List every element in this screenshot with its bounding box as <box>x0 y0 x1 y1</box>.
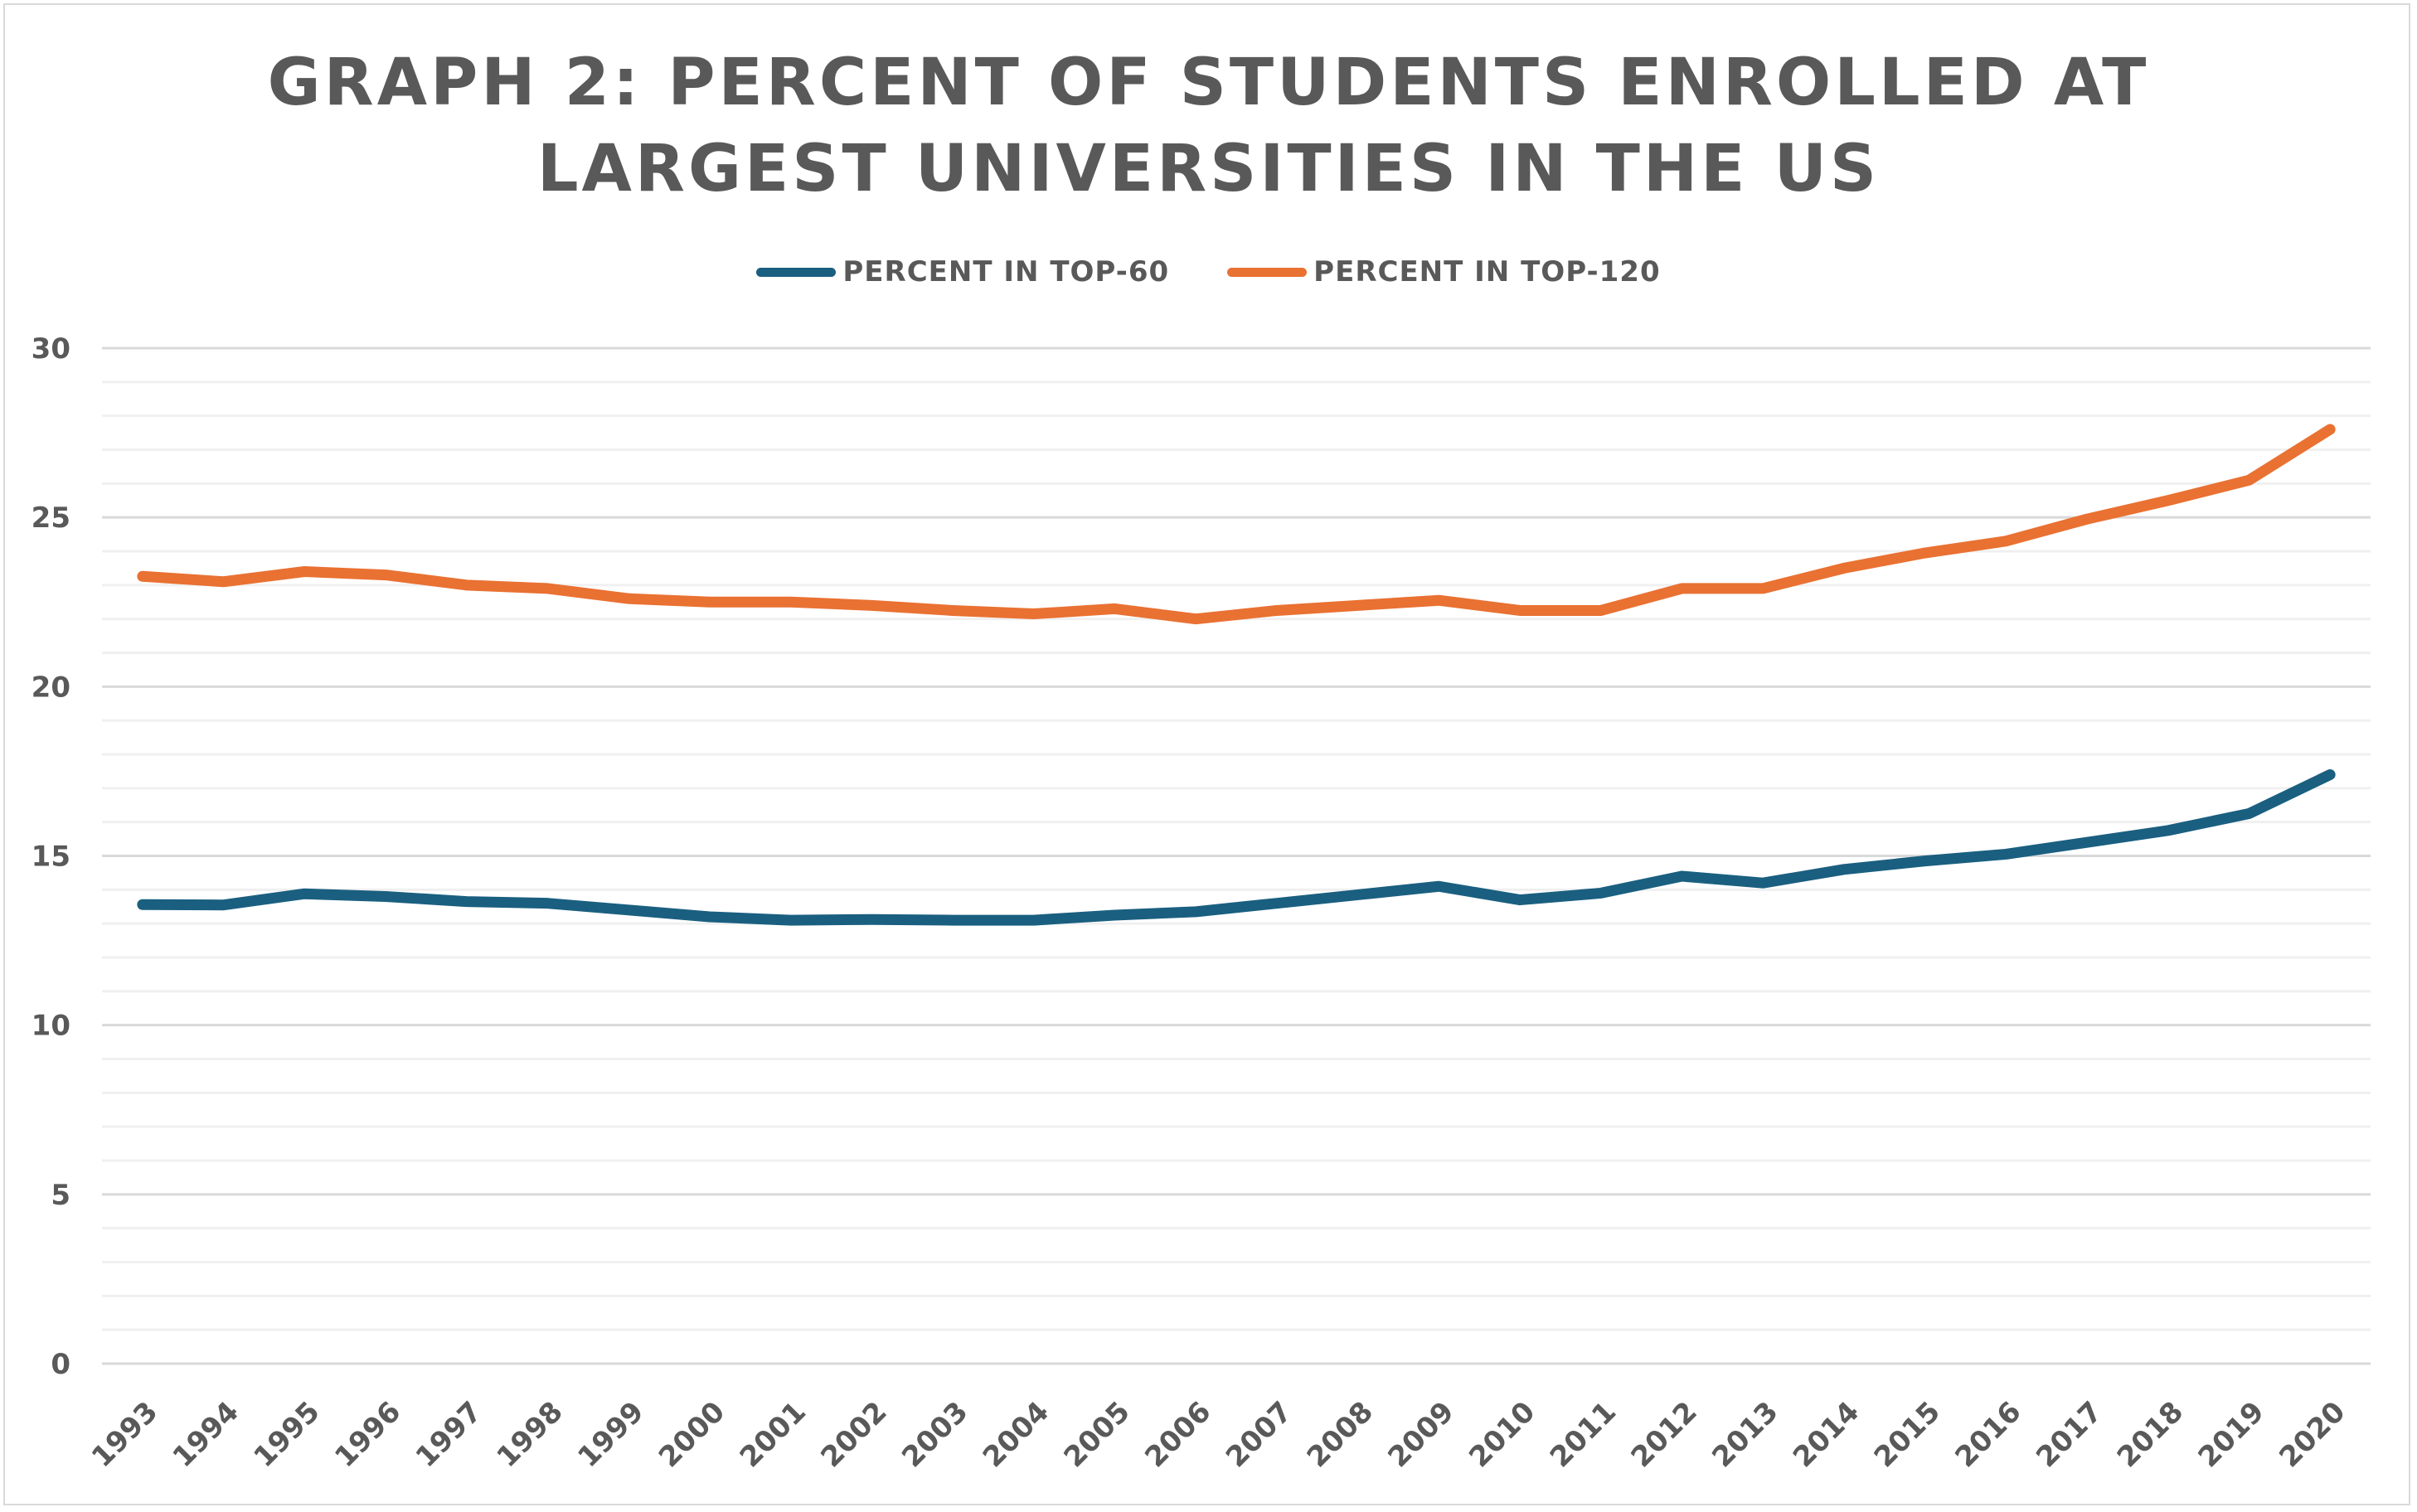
x-tick-label: 2001 <box>734 1395 813 1474</box>
x-tick-label: 2003 <box>895 1395 974 1474</box>
legend-item-top-60: PERCENT IN TOP-60 <box>756 255 1169 288</box>
y-tick-label: 15 <box>32 841 70 874</box>
legend: PERCENT IN TOP-60 PERCENT IN TOP-120 <box>0 255 2417 288</box>
legend-label-top-120: PERCENT IN TOP-120 <box>1313 255 1661 288</box>
x-tick-label: 2010 <box>1463 1395 1541 1474</box>
x-tick-label: 2005 <box>1058 1395 1137 1474</box>
x-tick-label: 2018 <box>2111 1395 2190 1474</box>
x-tick-label: 2004 <box>977 1395 1056 1474</box>
x-tick-label: 2006 <box>1138 1395 1217 1474</box>
x-tick-label: 1998 <box>491 1395 570 1474</box>
series-line-top-120 <box>137 424 2336 625</box>
y-tick-label: 30 <box>32 332 70 366</box>
legend-swatch-top-60 <box>756 267 837 277</box>
series-line-top-60 <box>137 769 2336 926</box>
x-tick-label: 1993 <box>85 1395 164 1474</box>
x-tick-label: 2011 <box>1544 1395 1623 1474</box>
chart-title: GRAPH 2: PERCENT OF STUDENTS ENROLLED AT… <box>0 40 2417 212</box>
y-tick-label: 5 <box>51 1179 70 1212</box>
x-tick-label: 1999 <box>571 1395 650 1474</box>
x-tick-label: 2020 <box>2273 1395 2351 1474</box>
legend-item-top-120: PERCENT IN TOP-120 <box>1227 255 1660 288</box>
y-tick-label: 10 <box>32 1010 70 1043</box>
x-tick-label: 1996 <box>328 1395 407 1474</box>
legend-swatch-top-120 <box>1227 267 1308 277</box>
x-tick-label: 2012 <box>1625 1395 1704 1474</box>
legend-label-top-60: PERCENT IN TOP-60 <box>842 255 1170 288</box>
x-tick-label: 2017 <box>2030 1395 2109 1474</box>
x-tick-label: 2000 <box>653 1395 731 1474</box>
x-tick-label: 2007 <box>1220 1395 1298 1474</box>
chart-title-line-1: GRAPH 2: PERCENT OF STUDENTS ENROLLED AT <box>267 46 2150 120</box>
x-tick-label: 2013 <box>1706 1395 1784 1474</box>
y-tick-label: 20 <box>32 671 70 704</box>
x-tick-label: 2014 <box>1787 1395 1866 1474</box>
x-tick-label: 1997 <box>410 1395 488 1474</box>
x-tick-label: 1995 <box>247 1395 326 1474</box>
x-tick-label: 2008 <box>1301 1395 1380 1474</box>
x-tick-label: 2009 <box>1381 1395 1460 1474</box>
x-tick-label: 1994 <box>167 1395 245 1474</box>
x-tick-label: 2016 <box>1949 1395 2027 1474</box>
x-tick-label: 2019 <box>2192 1395 2271 1474</box>
y-tick-label: 25 <box>32 502 70 535</box>
y-tick-label: 0 <box>51 1348 70 1381</box>
x-tick-label: 2015 <box>1868 1395 1947 1474</box>
chart-frame <box>3 3 2410 1505</box>
x-tick-label: 2002 <box>814 1395 893 1474</box>
chart-title-line-2: LARGEST UNIVERSITIES IN THE US <box>536 132 1881 206</box>
